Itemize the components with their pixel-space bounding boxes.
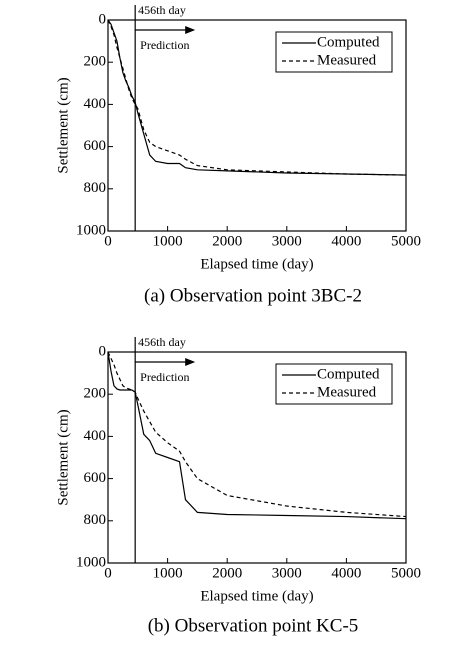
- x-tick-label: 3000: [272, 233, 302, 249]
- legend-label: Computed: [317, 34, 380, 50]
- legend-box: [275, 363, 393, 405]
- x-tick-label: 5000: [391, 233, 421, 249]
- x-axis-label: Elapsed time (day): [200, 256, 313, 272]
- legend-label: Computed: [317, 366, 380, 382]
- x-tick-label: 0: [104, 233, 112, 249]
- plot-frame: [107, 19, 407, 232]
- legend-box: [275, 31, 393, 73]
- prediction-arrowhead: [185, 26, 196, 34]
- legend-label: Measured: [317, 52, 377, 68]
- x-tick-label: 1000: [153, 233, 183, 249]
- plot-frame: [107, 351, 407, 564]
- x-tick-label: 0: [104, 565, 112, 581]
- series-line: [107, 19, 407, 176]
- y-tick-label: 200: [84, 54, 107, 70]
- prediction-label: Prediction: [140, 370, 189, 384]
- prediction-day-label: 456th day: [138, 335, 186, 349]
- x-tick-label: 4000: [331, 565, 361, 581]
- y-tick-label: 0: [99, 343, 107, 359]
- y-tick-label: 1000: [76, 222, 106, 238]
- prediction-day-label: 456th day: [138, 3, 186, 17]
- y-tick-label: 400: [84, 96, 107, 112]
- series-line: [107, 19, 407, 176]
- x-axis-label: Elapsed time (day): [200, 588, 313, 604]
- y-tick-label: 800: [84, 512, 107, 528]
- y-tick-label: 400: [84, 428, 107, 444]
- y-tick-label: 800: [84, 180, 107, 196]
- y-axis-label: Settlement (cm): [55, 77, 71, 173]
- prediction-arrowhead: [185, 358, 196, 366]
- caption: (b) Observation point KC-5: [148, 615, 359, 636]
- y-tick-label: 600: [84, 138, 107, 154]
- x-tick-label: 2000: [212, 233, 242, 249]
- caption: (a) Observation point 3BC-2: [144, 285, 362, 306]
- series-line: [107, 351, 407, 520]
- y-tick-label: 600: [84, 470, 107, 486]
- prediction-label: Prediction: [140, 38, 189, 52]
- x-tick-label: 3000: [272, 565, 302, 581]
- x-tick-label: 5000: [391, 565, 421, 581]
- legend-label: Measured: [317, 384, 377, 400]
- series-line: [107, 351, 407, 518]
- y-axis-label: Settlement (cm): [55, 409, 71, 505]
- y-tick-label: 1000: [76, 554, 106, 570]
- x-tick-label: 2000: [212, 565, 242, 581]
- x-tick-label: 4000: [331, 233, 361, 249]
- y-tick-label: 0: [99, 11, 107, 27]
- y-tick-label: 200: [84, 386, 107, 402]
- x-tick-label: 1000: [153, 565, 183, 581]
